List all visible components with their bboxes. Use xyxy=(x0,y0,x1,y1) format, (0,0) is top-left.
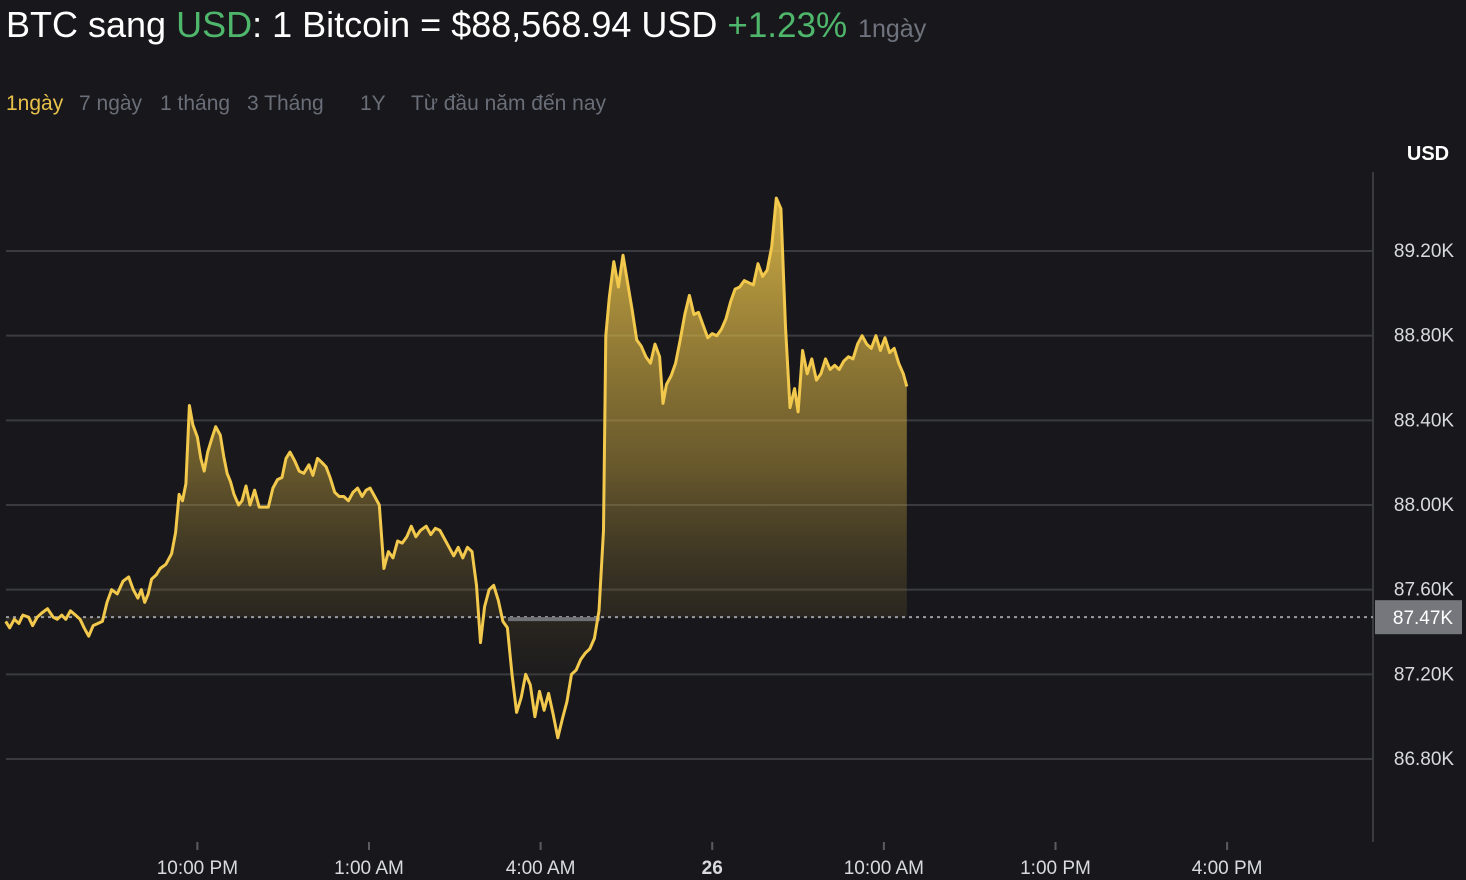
tab-1-month[interactable]: 1 tháng xyxy=(160,92,231,115)
price-header: BTC sang USD: 1 Bitcoin = $88,568.94 USD +1.… xyxy=(6,4,926,56)
price-area-fill xyxy=(5,198,907,738)
conversion-word: sang xyxy=(88,4,167,45)
price-change-percent: +1.23% xyxy=(727,6,848,45)
quote-currency-link[interactable]: USD xyxy=(176,4,253,45)
tab-year-to-date[interactable]: Từ đầu năm đến nay xyxy=(411,92,607,115)
x-tick-label: 1:00 PM xyxy=(1020,858,1091,879)
baseline-price-tag: 87.47K xyxy=(1375,600,1462,635)
x-tick-label: 4:00 AM xyxy=(506,858,576,879)
change-period: 1ngày xyxy=(858,15,927,43)
tab-1-day[interactable]: 1ngày xyxy=(6,92,64,115)
x-tick-label: 1:00 AM xyxy=(334,858,404,879)
tab-3-months[interactable]: 3 Tháng xyxy=(247,92,324,115)
x-tick-label: 10:00 PM xyxy=(157,858,238,879)
y-tick-label: 87.60K xyxy=(1394,580,1455,601)
rate-prefix: : 1 Bitcoin = xyxy=(252,4,442,45)
x-axis-ticks: 10:00 PM 1:00 AM 4:00 AM 26 10:00 AM 1:00 PM 4… xyxy=(157,842,1263,879)
svg-text:87.47K: 87.47K xyxy=(1393,608,1454,629)
y-tick-label: 88.80K xyxy=(1394,326,1455,347)
base-currency: BTC xyxy=(6,4,78,45)
y-tick-label: 87.20K xyxy=(1394,664,1455,685)
x-tick-label: 26 xyxy=(702,858,723,879)
y-tick-label: 89.20K xyxy=(1394,241,1455,262)
price-line xyxy=(4,196,909,740)
y-axis-ticks: 89.20K 88.80K 88.40K 88.00K 87.60K 87.20K 86.8… xyxy=(1394,241,1455,770)
y-tick-label: 88.40K xyxy=(1394,410,1455,431)
y-tick-label: 88.00K xyxy=(1394,495,1455,516)
tab-1-year[interactable]: 1Y xyxy=(360,92,386,115)
x-tick-label: 10:00 AM xyxy=(844,858,924,879)
y-tick-label: 86.80K xyxy=(1394,749,1455,770)
x-tick-label: 4:00 PM xyxy=(1192,858,1263,879)
tab-7-days[interactable]: 7 ngày xyxy=(79,92,143,115)
y-axis-unit: USD xyxy=(1407,143,1449,165)
current-price: $88,568.94 USD xyxy=(451,4,718,45)
